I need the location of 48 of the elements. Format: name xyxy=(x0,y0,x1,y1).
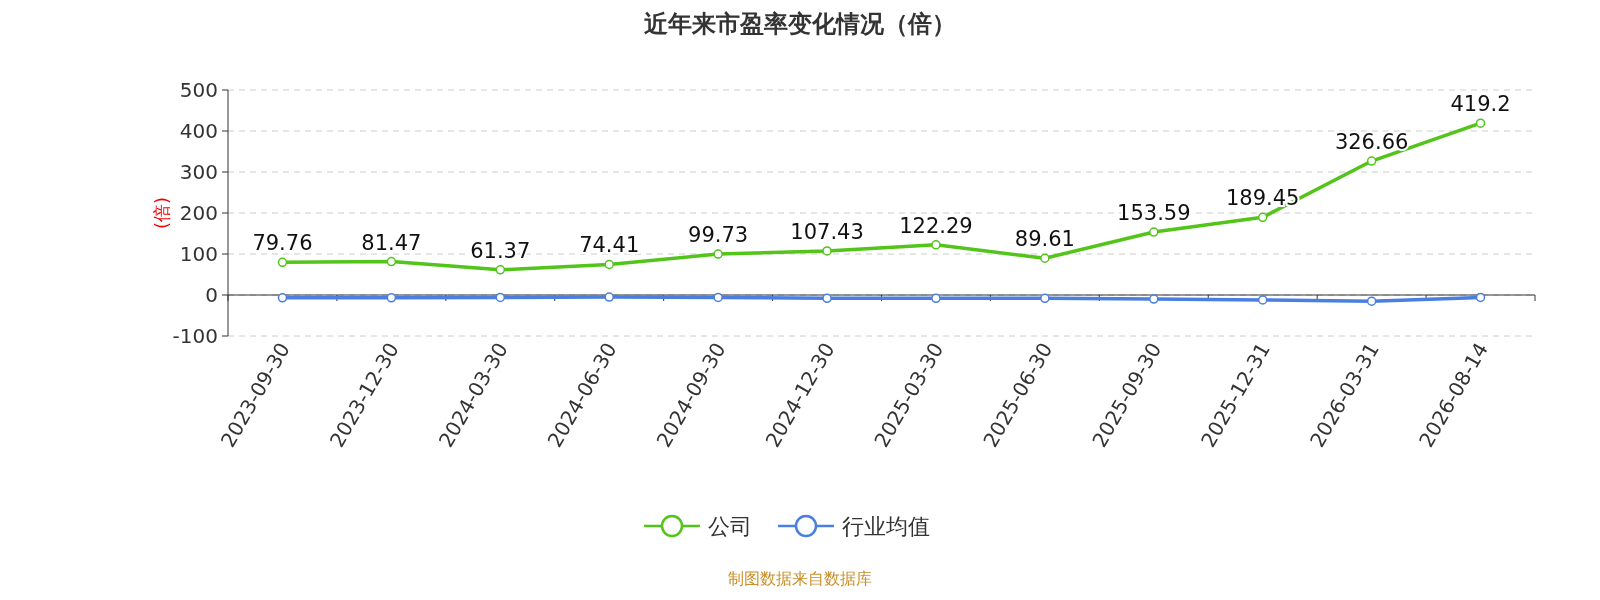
point xyxy=(713,292,723,303)
point xyxy=(604,292,614,302)
point xyxy=(386,293,397,303)
point xyxy=(495,265,506,275)
point xyxy=(1149,227,1159,237)
point xyxy=(931,293,941,304)
data-label: 419.2 xyxy=(1450,92,1511,117)
point xyxy=(604,259,614,270)
data-label: 79.76 xyxy=(252,231,313,256)
text: 制图数据来自数据库 xyxy=(728,569,872,588)
chart-title: 近年来市盈率变化情况（倍） xyxy=(644,10,956,38)
point xyxy=(1475,118,1486,128)
point xyxy=(277,293,288,303)
y-tick-label: 300 xyxy=(179,160,218,184)
y-tick-label: 500 xyxy=(179,78,218,102)
point xyxy=(1040,253,1050,264)
legend-label: 行业均值 xyxy=(842,514,930,539)
point xyxy=(495,292,506,303)
data-label: 189.45 xyxy=(1225,186,1300,211)
data-label: 326.66 xyxy=(1334,130,1409,155)
point xyxy=(713,249,723,259)
point xyxy=(277,257,288,268)
point xyxy=(386,256,397,267)
point xyxy=(1257,212,1268,223)
y-tick-label: 400 xyxy=(179,119,218,143)
point xyxy=(1149,294,1159,304)
point xyxy=(1366,296,1377,306)
y-tick-label: -100 xyxy=(172,324,218,348)
point xyxy=(1257,295,1268,305)
point xyxy=(822,246,832,256)
point xyxy=(1040,293,1050,304)
data-label: 81.47 xyxy=(361,230,422,255)
data-label: 74.41 xyxy=(579,233,640,258)
y-tick-label: 200 xyxy=(179,201,218,225)
point xyxy=(1366,156,1377,166)
point xyxy=(931,240,941,250)
data-label: 89.61 xyxy=(1014,227,1075,252)
y-axis-title: (倍) xyxy=(151,196,172,230)
point xyxy=(822,293,832,304)
data-label: 122.29 xyxy=(899,213,973,238)
data-label: 61.37 xyxy=(470,238,531,263)
data-label: 153.59 xyxy=(1117,201,1191,226)
data-label: 99.73 xyxy=(688,223,749,248)
legend-label: 公司 xyxy=(708,514,752,539)
point xyxy=(1475,292,1486,303)
y-tick-label: 0 xyxy=(205,283,218,307)
data-label: 107.43 xyxy=(790,219,864,244)
y-tick-label: 100 xyxy=(179,242,218,266)
